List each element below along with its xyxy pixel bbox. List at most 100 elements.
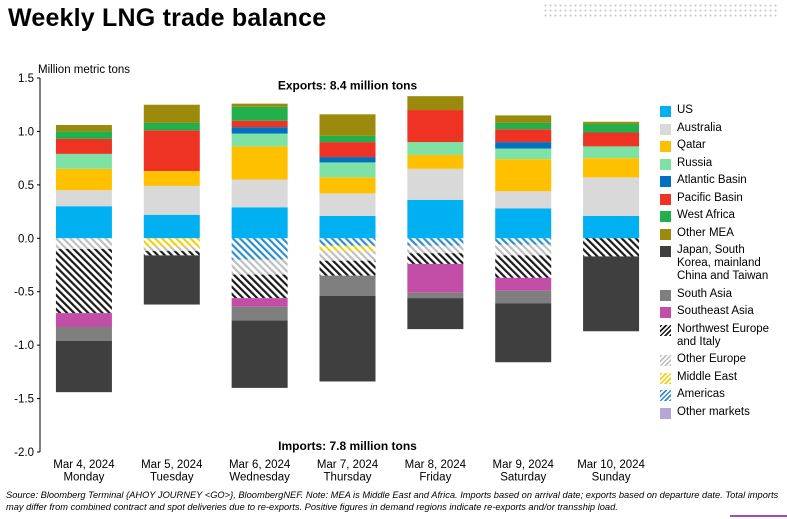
legend-item-northwest-europe-and-italy: Northwest Europe and Italy xyxy=(660,323,785,349)
imports-annotation: Imports: 7.8 million tons xyxy=(278,439,417,453)
x-tick-label: Mar 7, 2024 xyxy=(317,459,379,471)
bar-segment-pacific-basin xyxy=(143,130,200,171)
bar-segment-qatar xyxy=(55,168,112,191)
bar-segment-southeast-asia xyxy=(55,313,112,327)
legend-label: Australia xyxy=(677,121,722,134)
bar-segment-other-mea xyxy=(495,115,552,123)
legend-item-west-africa: West Africa xyxy=(660,209,785,222)
legend-swatch xyxy=(660,211,671,222)
legend-label: Pacific Basin xyxy=(677,191,743,204)
legend-label: Middle East xyxy=(677,370,738,383)
bar-segment-south-asia xyxy=(319,275,376,296)
legend-item-us: US xyxy=(660,104,785,117)
bar-segment-americas xyxy=(231,238,288,260)
bar-segment-japan-south-korea-mainland-china-and-taiwan xyxy=(407,298,464,330)
bar-segment-australia xyxy=(495,191,552,209)
bar-segment-australia xyxy=(55,190,112,207)
bar-segment-northwest-europe-and-italy xyxy=(143,251,200,256)
bar-segment-pacific-basin xyxy=(583,132,640,147)
bar-segment-australia xyxy=(407,168,464,200)
x-tick-label: Wednesday xyxy=(229,472,290,484)
bar-segment-west-africa xyxy=(55,131,112,139)
bar-segment-other-europe xyxy=(143,246,200,252)
bar-segment-south-asia xyxy=(55,326,112,341)
bar-segment-west-africa xyxy=(143,122,200,131)
legend-label: Qatar xyxy=(677,139,706,151)
bar-segment-russia xyxy=(55,153,112,169)
bar-segment-middle-east xyxy=(143,238,200,247)
lng-trade-balance-chart: Million metric tons 1.5 1.0 0.5 0.0 -0.5 -1.0… xyxy=(14,64,645,484)
legend-swatch xyxy=(660,158,671,170)
legend-swatch xyxy=(660,407,671,419)
bar-segment-other-mea xyxy=(407,96,464,111)
bar-segment-americas xyxy=(319,238,376,246)
x-tick-label: Thursday xyxy=(324,472,372,484)
x-tick-label: Mar 4, 2024 xyxy=(53,459,115,471)
bar-segment-us xyxy=(583,215,640,239)
x-tick-label: Mar 10, 2024 xyxy=(577,459,645,471)
legend-swatch xyxy=(660,355,671,366)
bar-segment-japan-south-korea-mainland-china-and-taiwan xyxy=(55,340,112,393)
legend-swatch xyxy=(660,372,671,384)
bar-segment-japan-south-korea-mainland-china-and-taiwan xyxy=(583,256,640,332)
bar-segment-southeast-asia xyxy=(495,277,552,291)
bar-segment-other-europe xyxy=(231,259,288,275)
bar-segment-us xyxy=(55,206,112,239)
bar-segment-other-mea xyxy=(231,103,288,107)
legend-label: Atlantic Basin xyxy=(677,174,747,186)
bar-segment-australia xyxy=(319,193,376,216)
legend-label: US xyxy=(677,104,693,116)
x-tick-label: Mar 9, 2024 xyxy=(493,459,555,471)
legend-label: Americas xyxy=(677,388,725,400)
x-tick-label: Mar 6, 2024 xyxy=(229,459,291,471)
bar-segment-west-africa xyxy=(495,122,552,130)
bar-segment-pacific-basin xyxy=(55,138,112,154)
bar-segment-qatar xyxy=(143,170,200,186)
bar-segment-other-europe xyxy=(319,251,376,261)
bar-segment-other-mea xyxy=(583,121,640,124)
bar-segment-south-asia xyxy=(231,306,288,321)
x-tick-label: Mar 5, 2024 xyxy=(141,459,203,471)
legend-label: Japan, South Korea, mainland China and T… xyxy=(677,244,769,282)
y-axis-ticks: 1.5 1.0 0.5 0.0 -0.5 -1.0 -1.5 -2.0 xyxy=(14,73,40,459)
legend-item-other-markets: Other markets xyxy=(660,406,785,419)
bar-segment-west-africa xyxy=(583,123,640,133)
bar-segment-qatar xyxy=(407,154,464,169)
bar-segment-americas xyxy=(495,238,552,245)
y-axis-label: Million metric tons xyxy=(38,64,130,76)
bar-segment-russia xyxy=(583,146,640,159)
legend-item-qatar: Qatar xyxy=(660,139,785,152)
bar-segment-middle-east xyxy=(319,245,376,252)
legend-item-other-mea: Other MEA xyxy=(660,227,785,240)
bar-segment-pacific-basin xyxy=(231,120,288,128)
bar-segment-pacific-basin xyxy=(495,129,552,143)
bar-segment-australia xyxy=(583,177,640,216)
legend-item-americas: Americas xyxy=(660,388,785,401)
bar-segment-northwest-europe-and-italy xyxy=(231,274,288,299)
legend-item-atlantic-basin: Atlantic Basin xyxy=(660,174,785,187)
x-tick-label: Sunday xyxy=(592,472,631,484)
legend-item-southeast-asia: Southeast Asia xyxy=(660,305,785,318)
bar-segment-qatar xyxy=(583,158,640,178)
bar-segment-south-asia xyxy=(495,290,552,304)
bar-segment-qatar xyxy=(231,146,288,180)
bar-segment-northwest-europe-and-italy xyxy=(583,238,640,257)
bar-segment-russia xyxy=(319,162,376,178)
bar-segment-australia xyxy=(231,179,288,208)
bar-segment-americas xyxy=(407,238,464,246)
bar-segment-south-asia xyxy=(407,292,464,299)
bar-segment-northwest-europe-and-italy xyxy=(55,248,112,314)
legend-swatch xyxy=(660,246,671,257)
legend-swatch xyxy=(660,176,671,187)
y-tick-label: -0.5 xyxy=(14,287,34,299)
bar-segment-southeast-asia xyxy=(407,263,464,293)
y-tick-label: 1.5 xyxy=(18,73,34,85)
legend-item-japan-south-korea-mainland-china-and-taiwan: Japan, South Korea, mainland China and T… xyxy=(660,244,785,283)
legend-swatch xyxy=(660,390,671,401)
legend: US Australia Qatar Russia Atlantic Basin Paci… xyxy=(660,104,785,423)
legend-label: Southeast Asia xyxy=(677,305,754,317)
bars xyxy=(55,96,640,393)
bar-segment-atlantic-basin xyxy=(319,157,376,163)
legend-label: Northwest Europe and Italy xyxy=(677,322,770,348)
